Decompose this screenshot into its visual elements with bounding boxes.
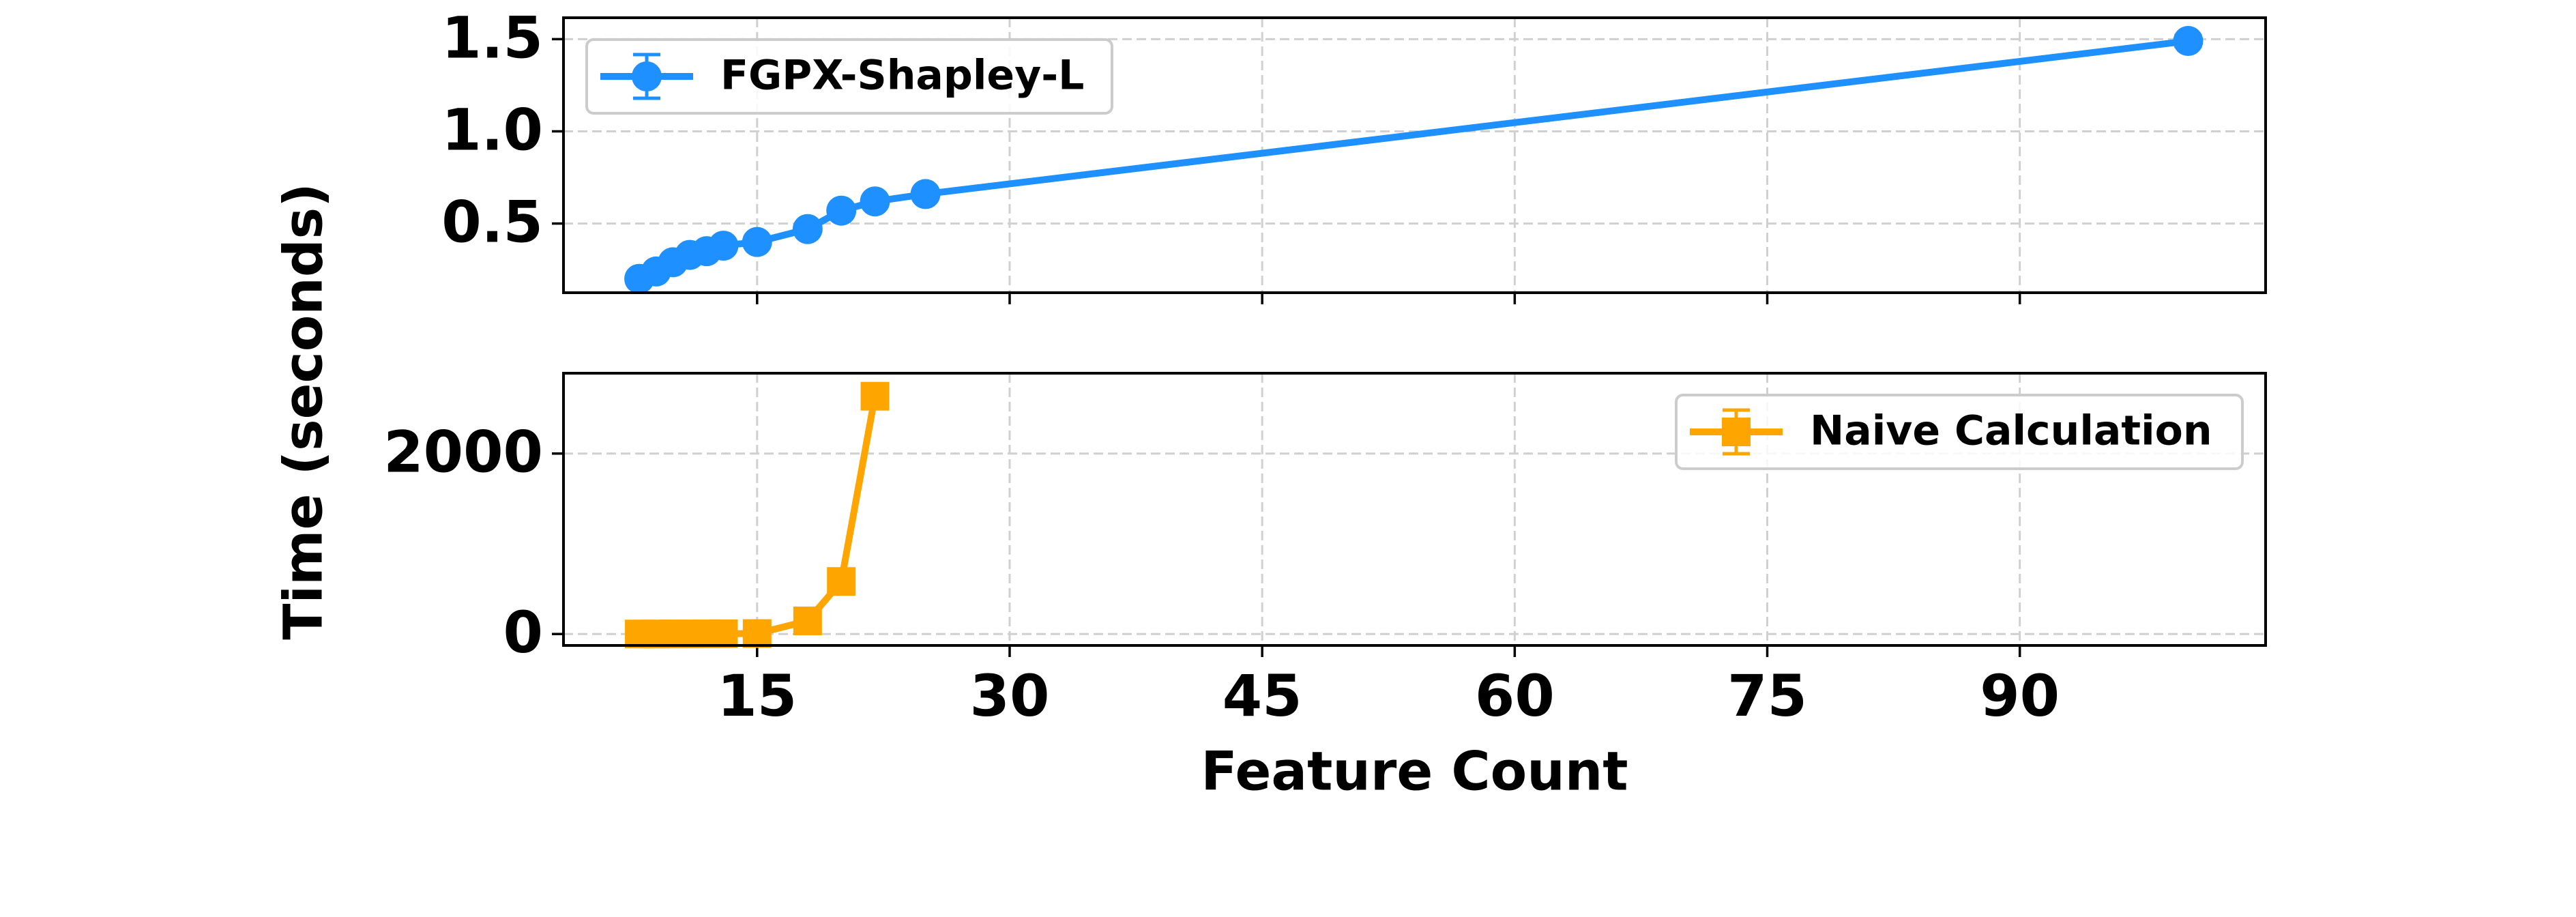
y-tick-label: 1.5 — [441, 4, 543, 71]
y-tick-label: 1.0 — [441, 96, 543, 163]
legend-label: Naive Calculation — [1810, 407, 2212, 455]
legend-box — [585, 38, 1113, 115]
marker — [910, 179, 941, 209]
legend-box — [1675, 394, 2244, 470]
x-tick-label: 30 — [970, 663, 1050, 729]
marker — [827, 567, 856, 596]
marker — [860, 381, 890, 411]
x-tick-label: 90 — [1980, 663, 2060, 729]
legend-marker — [632, 61, 662, 91]
plot-frame — [562, 16, 2267, 294]
y-tick-label: 0 — [503, 599, 543, 666]
legend-label: FGPX-Shapley-L — [720, 52, 1084, 100]
x-tick-label: 75 — [1727, 663, 1807, 729]
marker — [792, 214, 823, 244]
x-axis-label: Feature Count — [1201, 741, 1628, 802]
marker — [2173, 26, 2204, 57]
plot-frame — [562, 372, 2267, 647]
marker — [708, 231, 739, 261]
y-axis-label: Time (seconds) — [273, 183, 334, 640]
x-tick-label: 45 — [1223, 663, 1302, 729]
marker — [742, 619, 772, 648]
marker — [742, 227, 772, 257]
marker — [860, 186, 890, 217]
x-tick-label: 15 — [717, 663, 797, 729]
y-tick-label: 0.5 — [441, 189, 543, 256]
x-tick-label: 60 — [1475, 663, 1555, 729]
marker — [709, 619, 738, 648]
y-tick-label: 2000 — [383, 419, 543, 486]
marker — [826, 195, 857, 226]
marker — [793, 607, 822, 636]
legend-marker — [1722, 418, 1751, 446]
